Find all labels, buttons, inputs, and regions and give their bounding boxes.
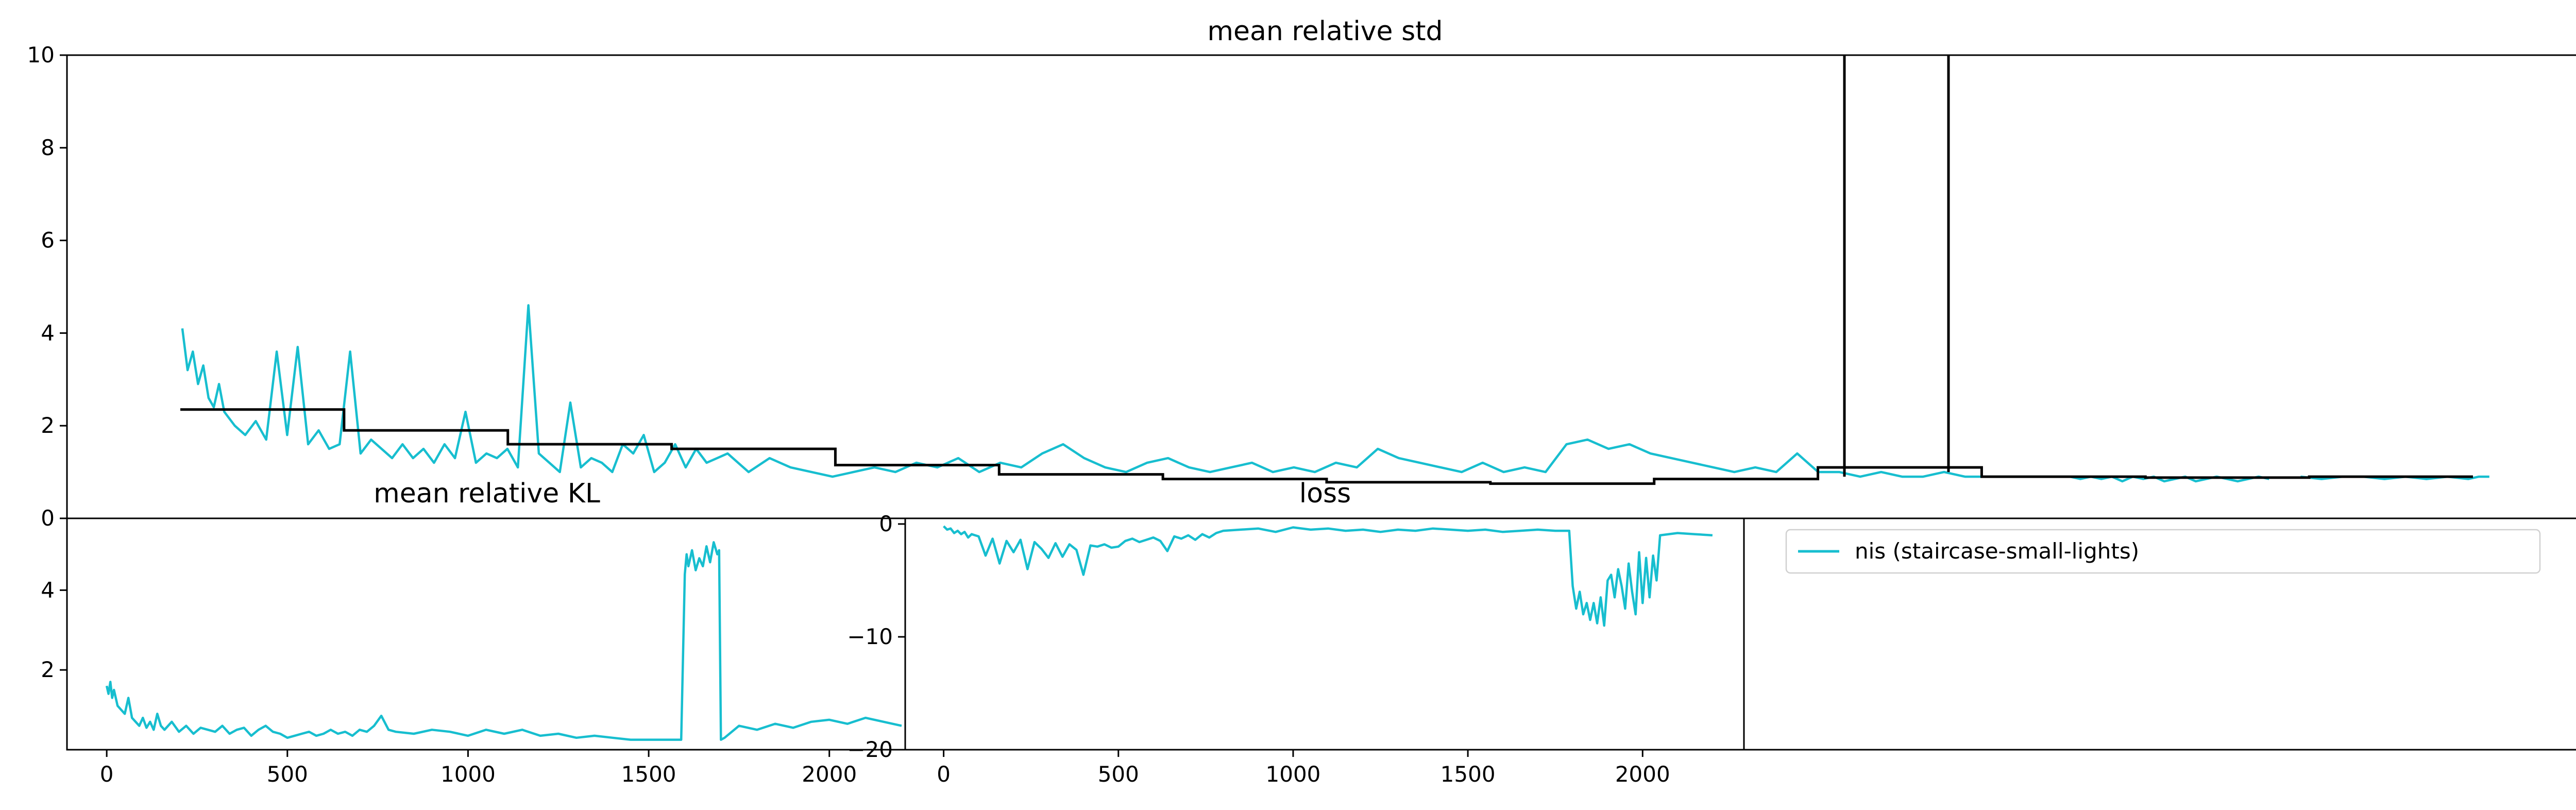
kl-axes: 2 4 0 500 1000 1500 2000 (41, 577, 857, 787)
std-series-line (181, 304, 2489, 483)
kl-xtick-label: 2000 (802, 762, 857, 787)
legend-label: nis (staircase-small-lights) (1855, 538, 2139, 564)
std-running-mean-line (180, 408, 2473, 485)
kl-plot-frame (66, 517, 906, 751)
loss-xtick-label: 2000 (1615, 762, 1670, 787)
std-ytick-label: 6 (41, 228, 55, 253)
std-plot-frame (66, 54, 2576, 519)
loss-ytick-label: −10 (847, 624, 893, 649)
panel-legend: nis (staircase-small-lights) (1743, 517, 2576, 751)
kl-series-line (105, 541, 902, 741)
kl-xtick-label: 0 (100, 762, 114, 787)
legend-box (1785, 529, 2541, 574)
loss-series-group (943, 525, 1713, 627)
loss-axes: −20 −10 0 0 500 1000 1500 2000 (847, 511, 1670, 787)
std-ytick-label: 10 (27, 42, 55, 68)
loss-xtick-label: 1000 (1266, 762, 1321, 787)
kl-ytick-label: 4 (41, 577, 55, 602)
chart-title-loss: loss (1299, 478, 1351, 509)
std-spike (1843, 55, 1950, 477)
loss-ytick-label: −20 (847, 737, 893, 762)
kl-series-group (105, 541, 902, 741)
std-ytick-label: 8 (41, 135, 55, 160)
panel-mean-relative-std: mean relative std 0 2 4 6 8 10 (27, 16, 2576, 531)
kl-ytick-label: 2 (41, 657, 55, 682)
loss-series-line (943, 525, 1713, 627)
loss-xtick-label: 1500 (1440, 762, 1496, 787)
loss-xtick-label: 0 (937, 762, 951, 787)
panel-mean-relative-kl: 2 4 0 500 1000 1500 2000 mean relative KL (41, 478, 906, 787)
legend-panel-frame (1743, 517, 2576, 751)
std-y-axis: 0 2 4 6 8 10 (27, 42, 67, 531)
kl-xtick-label: 500 (267, 762, 308, 787)
chart-title-kl: mean relative KL (374, 478, 600, 509)
loss-ytick-label: 0 (879, 511, 893, 536)
std-ytick-label: 2 (41, 413, 55, 438)
kl-xtick-label: 1500 (621, 762, 676, 787)
loss-xtick-label: 500 (1098, 762, 1139, 787)
kl-xtick-label: 1000 (440, 762, 496, 787)
std-series-group (180, 55, 2489, 485)
legend: nis (staircase-small-lights) (1785, 529, 2541, 574)
std-ytick-label: 0 (41, 505, 55, 531)
chart-title-std: mean relative std (1207, 16, 1443, 47)
panel-loss: −20 −10 0 0 500 1000 1500 2000 loss (847, 478, 1745, 787)
std-ytick-label: 4 (41, 320, 55, 345)
